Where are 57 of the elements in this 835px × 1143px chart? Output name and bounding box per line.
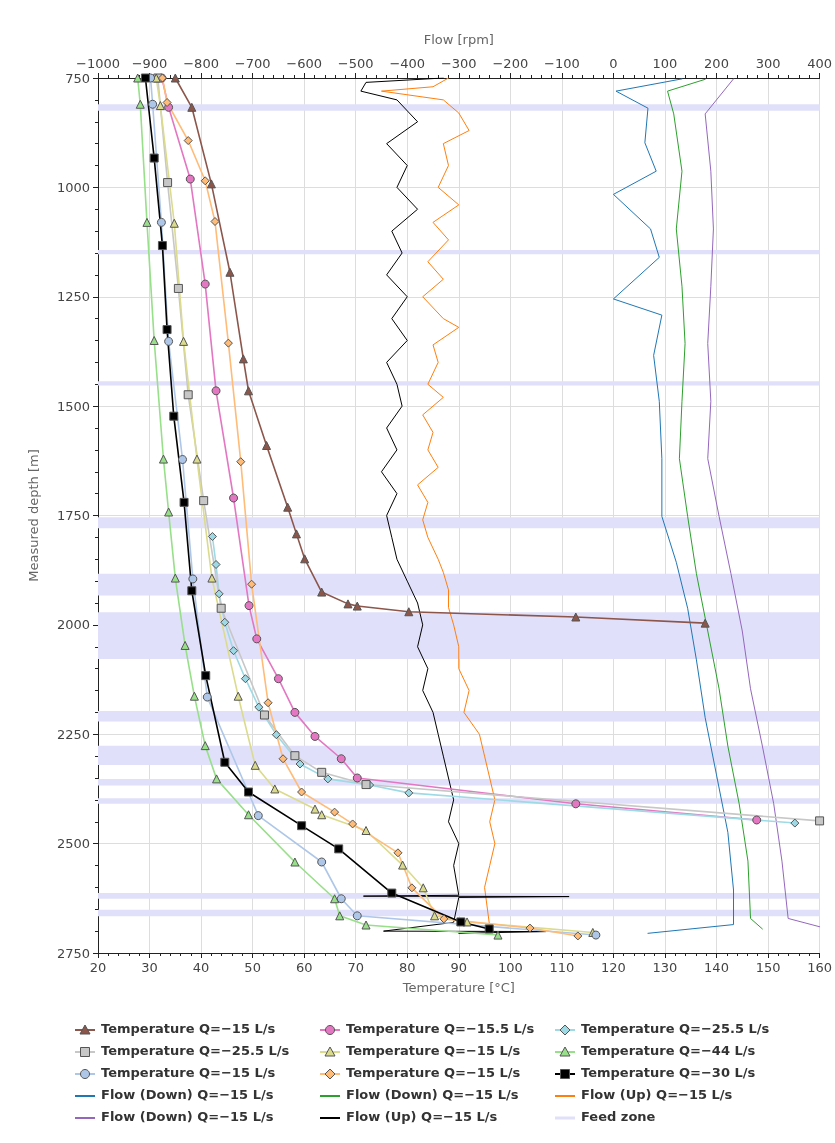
legend-label: Temperature Q=−25.5 L/s [101, 1043, 290, 1058]
x2-tick-label: 300 [755, 56, 781, 71]
y-tick-label: 2250 [56, 726, 90, 742]
y-tick-label: 2750 [56, 945, 90, 961]
x-tick-label: 110 [549, 960, 575, 975]
x2-tick-label: −900 [131, 56, 168, 71]
legend-label: Temperature Q=−15 L/s [101, 1021, 276, 1036]
x-tick-label: 130 [652, 960, 678, 975]
legend-label: Temperature Q=−15.5 L/s [346, 1021, 535, 1036]
x2-tick-label: 200 [704, 56, 729, 71]
x-tick-label: 70 [347, 960, 364, 975]
y-tick-label: 1750 [56, 508, 90, 523]
y-tick-label: 1250 [56, 289, 90, 305]
legend-label: Flow (Up) Q=−15 L/s [581, 1087, 733, 1102]
x-tick-label: 100 [497, 960, 523, 975]
x2-tick-label: −500 [337, 56, 374, 71]
y-axis-title: Measured depth [m] [26, 449, 41, 582]
legend-label: Feed zone [581, 1109, 656, 1124]
x-tick-label: 40 [192, 960, 210, 975]
x-tick-label: 20 [89, 960, 107, 975]
legend-label: Temperature Q=−30 L/s [581, 1065, 756, 1080]
y-tick-label: 2000 [56, 617, 90, 633]
legend-label: Temperature Q=−15 L/s [346, 1043, 521, 1058]
x2-tick-label: −1000 [76, 56, 120, 71]
x2-tick-label: −800 [183, 56, 219, 71]
legend-label: Temperature Q=−15 L/s [346, 1065, 521, 1080]
x2-tick-label: −100 [544, 56, 580, 71]
y-tick-label: 1500 [56, 398, 90, 414]
x-tick-label: 90 [450, 960, 468, 975]
legend-label: Flow (Up) Q=−15 L/s [346, 1109, 498, 1124]
x2-tick-label: 0 [609, 56, 618, 71]
x2-tick-label: −700 [234, 56, 271, 71]
x-tick-label: 60 [295, 960, 313, 975]
x2-tick-label: −600 [286, 56, 323, 71]
x-tick-label: 50 [244, 960, 261, 975]
x-axis-title: Temperature [°C] [401, 980, 515, 995]
x2-tick-label: −300 [440, 56, 477, 71]
x-tick-label: 140 [704, 960, 729, 975]
y-tick-label: 2500 [56, 836, 90, 852]
y-tick-label: 750 [65, 70, 90, 86]
x2-tick-label: 100 [652, 56, 678, 71]
x-tick-label: 80 [398, 960, 416, 975]
x-tick-label: 150 [755, 960, 781, 975]
legend-label: Temperature Q=−25.5 L/s [581, 1021, 770, 1036]
x2-tick-label: −400 [389, 56, 426, 71]
x-tick-label: 120 [601, 960, 626, 975]
x2-tick-label: −200 [492, 56, 529, 71]
legend-label: Flow (Down) Q=−15 L/s [101, 1087, 274, 1102]
x-tick-label: 160 [807, 960, 833, 975]
legend-label: Flow (Down) Q=−15 L/s [101, 1109, 274, 1124]
x2-axis-title: Flow [rpm] [423, 32, 494, 47]
y-tick-label: 1000 [56, 179, 90, 195]
legend-label: Temperature Q=−44 L/s [581, 1043, 756, 1058]
x-tick-label: 30 [141, 960, 158, 975]
legend-label: Temperature Q=−15 L/s [101, 1065, 276, 1080]
x2-tick-label: 400 [807, 56, 833, 71]
legend-label: Flow (Down) Q=−15 L/s [346, 1087, 519, 1102]
